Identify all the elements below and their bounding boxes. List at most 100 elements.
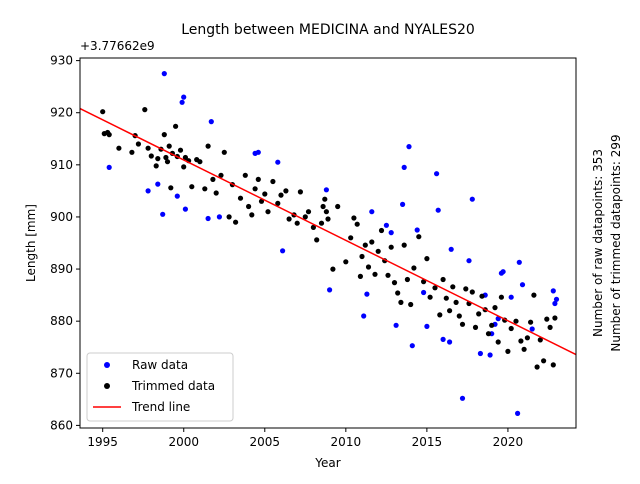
trimmed-data-point bbox=[544, 316, 550, 322]
raw-data-point bbox=[161, 71, 167, 77]
trimmed-data-point bbox=[335, 203, 341, 210]
trimmed-data-point bbox=[164, 159, 171, 165]
trimmed-data-point bbox=[485, 331, 492, 337]
trimmed-data-point bbox=[116, 145, 122, 151]
x-tick-label: 2015 bbox=[412, 435, 443, 449]
raw-data-point bbox=[434, 171, 440, 177]
trimmed-data-point bbox=[459, 321, 466, 327]
trimmed-data-point bbox=[100, 109, 106, 115]
y-offset-label: +3.77662e9 bbox=[80, 39, 155, 53]
series-trimmed-data bbox=[100, 107, 558, 370]
raw-data-point bbox=[447, 339, 453, 345]
raw-data-point bbox=[275, 159, 281, 165]
trimmed-data-point bbox=[106, 132, 112, 138]
trimmed-data-point bbox=[270, 178, 276, 185]
trimmed-data-point bbox=[129, 149, 135, 155]
trimmed-data-point bbox=[447, 308, 453, 314]
trimmed-data-point bbox=[359, 253, 365, 260]
raw-data-point bbox=[516, 259, 522, 265]
trimmed-data-point bbox=[210, 176, 216, 182]
trimmed-data-point bbox=[249, 212, 255, 218]
trimmed-data-point bbox=[528, 319, 534, 325]
raw-data-point bbox=[208, 119, 214, 125]
raw-data-point bbox=[424, 323, 430, 329]
trimmed-data-point bbox=[521, 346, 527, 352]
raw-data-point bbox=[529, 326, 535, 332]
raw-data-point bbox=[280, 248, 286, 254]
trimmed-data-point bbox=[330, 266, 336, 272]
raw-data-point bbox=[515, 410, 521, 416]
trimmed-data-point bbox=[398, 299, 404, 305]
y-tick-label: 900 bbox=[50, 210, 73, 224]
raw-data-point bbox=[383, 222, 389, 228]
trimmed-data-point bbox=[453, 299, 459, 305]
plot-frame bbox=[79, 57, 577, 429]
trimmed-data-point bbox=[226, 214, 232, 220]
trimmed-data-point bbox=[388, 244, 394, 250]
trimmed-data-point bbox=[145, 145, 151, 151]
legend-trend-label: Trend line bbox=[131, 400, 190, 414]
trimmed-data-point bbox=[375, 248, 381, 254]
trimmed-data-point bbox=[534, 364, 540, 370]
raw-data-point bbox=[216, 214, 222, 220]
raw-data-point bbox=[440, 336, 446, 342]
raw-data-point bbox=[406, 144, 412, 150]
raw-data-point bbox=[369, 209, 375, 215]
trimmed-data-point bbox=[242, 172, 248, 178]
raw-data-point bbox=[361, 313, 367, 319]
trimmed-data-point bbox=[325, 216, 331, 222]
trimmed-data-point bbox=[552, 315, 558, 321]
raw-data-point bbox=[409, 343, 415, 349]
trimmed-data-point bbox=[456, 313, 462, 319]
trimmed-data-point bbox=[408, 301, 414, 308]
raw-data-point bbox=[519, 282, 526, 288]
trimmed-data-point bbox=[343, 259, 349, 265]
trimmed-data-point bbox=[505, 348, 511, 354]
trimmed-data-point bbox=[168, 185, 174, 191]
trimmed-data-point bbox=[320, 203, 326, 210]
trend-line bbox=[79, 107, 577, 356]
raw-data-point bbox=[182, 206, 188, 212]
raw-data-point bbox=[459, 395, 466, 401]
trimmed-data-point bbox=[440, 276, 446, 283]
legend-box bbox=[86, 352, 234, 422]
trimmed-data-point bbox=[427, 294, 433, 300]
trimmed-data-point bbox=[297, 189, 303, 195]
trimmed-data-point bbox=[182, 154, 188, 161]
raw-data-point bbox=[421, 289, 427, 296]
raw-data-point bbox=[550, 288, 556, 294]
raw-data-point bbox=[466, 258, 472, 264]
x-tick-label: 2010 bbox=[331, 435, 362, 449]
x-tick-label: 1995 bbox=[87, 435, 118, 449]
x-axis-label: Year bbox=[314, 456, 340, 470]
trimmed-data-point bbox=[302, 214, 308, 220]
raw-data-point bbox=[155, 181, 161, 187]
trimmed-data-point bbox=[378, 227, 385, 234]
raw-data-point bbox=[553, 296, 560, 302]
raw-data-point bbox=[500, 269, 506, 275]
raw-data-point bbox=[106, 164, 112, 170]
trimmed-data-point bbox=[213, 190, 219, 196]
y-tick-label: 930 bbox=[50, 54, 73, 68]
trimmed-data-point bbox=[492, 305, 498, 311]
trimmed-data-point bbox=[305, 209, 312, 215]
trimmed-data-point bbox=[221, 149, 227, 155]
trimmed-data-point bbox=[135, 141, 141, 147]
x-axis-ticks: 1995 2000 2005 2010 2015 2020 bbox=[87, 428, 523, 449]
trimmed-data-point bbox=[252, 186, 258, 192]
trimmed-data-point bbox=[262, 191, 268, 197]
trimmed-data-point bbox=[547, 324, 553, 330]
chart-title: Length between MEDICINA and NYALES20 bbox=[181, 22, 475, 38]
trimmed-data-point bbox=[362, 242, 368, 248]
trimmed-data-point bbox=[450, 284, 456, 290]
raw-data-point bbox=[181, 94, 187, 100]
trimmed-data-point bbox=[541, 358, 547, 364]
trimmed-data-point bbox=[294, 220, 300, 226]
trimmed-data-point bbox=[404, 276, 410, 283]
trimmed-data-point bbox=[233, 219, 239, 225]
raw-data-point bbox=[552, 300, 558, 307]
trimmed-data-point bbox=[369, 239, 375, 245]
legend-trimmed-label: Trimmed data bbox=[131, 379, 215, 393]
raw-data-point bbox=[477, 350, 483, 357]
trimmed-data-point bbox=[401, 242, 407, 248]
